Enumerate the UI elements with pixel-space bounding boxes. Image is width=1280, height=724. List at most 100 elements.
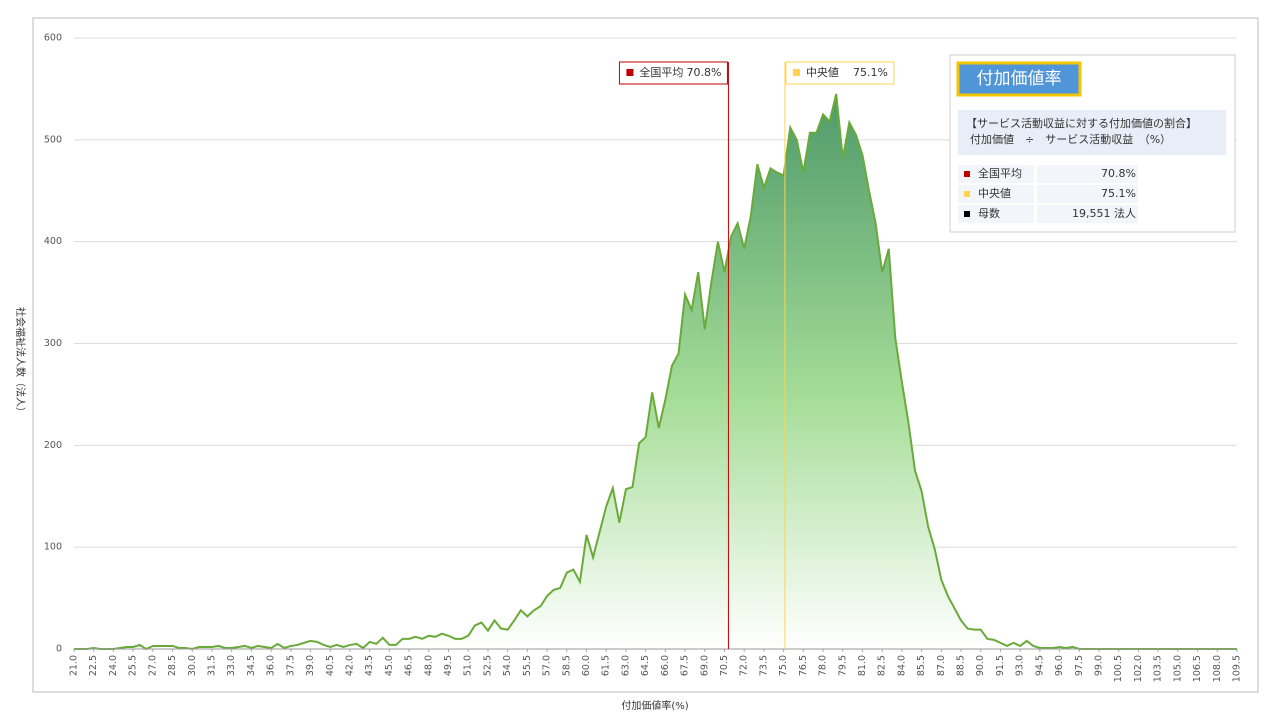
legend-swatch — [792, 69, 800, 76]
legend-swatch — [964, 211, 970, 217]
x-tick-label: 42.0 — [344, 655, 355, 676]
x-tick-label: 46.5 — [404, 655, 415, 676]
reference-value: 70.8% — [686, 66, 721, 79]
info-cell — [958, 185, 1034, 203]
x-tick-label: 33.0 — [226, 655, 237, 676]
reference-label: 全国平均 — [639, 65, 683, 79]
x-tick-label: 31.5 — [206, 655, 217, 676]
x-tick-label: 61.5 — [601, 655, 612, 676]
x-tick-label: 72.0 — [739, 655, 750, 676]
x-tick-label: 84.0 — [896, 655, 907, 676]
y-tick-label: 400 — [44, 236, 62, 247]
x-tick-label: 54.0 — [502, 655, 513, 676]
reference-label-box — [785, 61, 895, 85]
info-title: 付加価値率 — [977, 69, 1062, 89]
x-tick-label: 70.5 — [719, 655, 730, 676]
info-value: 75.1% — [1101, 187, 1136, 200]
x-tick-label: 66.0 — [660, 655, 671, 676]
x-tick-label: 63.0 — [620, 655, 631, 676]
x-tick-label: 88.5 — [956, 655, 967, 676]
reference-value: 75.1% — [853, 66, 888, 79]
formula-line: 付加価値 ÷ サービス活動収益 （%） — [970, 132, 1171, 146]
x-tick-label: 99.0 — [1094, 655, 1105, 676]
x-tick-label: 64.5 — [640, 655, 651, 676]
x-tick-label: 103.5 — [1153, 655, 1164, 682]
formula-line: 【サービス活動収益に対する付加価値の割合】 — [966, 116, 1197, 130]
y-tick-label: 0 — [56, 644, 62, 655]
info-title-badge — [956, 61, 1082, 97]
x-tick-label: 100.5 — [1113, 655, 1124, 682]
x-tick-label: 21.0 — [69, 655, 80, 676]
y-axis-label: 社会福祉法人数（法人） — [14, 307, 27, 417]
y-tick-label: 100 — [44, 542, 62, 553]
reference-label-box — [618, 61, 728, 85]
x-tick-label: 109.5 — [1232, 655, 1243, 682]
x-tick-label: 48.0 — [423, 655, 434, 676]
x-tick-label: 51.0 — [463, 655, 474, 676]
x-tick-label: 58.5 — [561, 655, 572, 676]
x-tick-label: 96.0 — [1054, 655, 1065, 676]
x-tick-label: 36.0 — [266, 655, 277, 676]
x-tick-label: 67.5 — [680, 655, 691, 676]
x-tick-label: 94.5 — [1034, 655, 1045, 676]
x-tick-label: 45.0 — [384, 655, 395, 676]
x-tick-label: 90.0 — [975, 655, 986, 676]
x-tick-label: 76.5 — [798, 655, 809, 676]
legend-swatch — [626, 69, 634, 76]
x-tick-label: 55.5 — [522, 655, 533, 676]
info-cell — [1037, 165, 1138, 183]
x-tick-label: 91.5 — [995, 655, 1006, 676]
info-value: 19,551 法人 — [1072, 206, 1136, 220]
info-cell — [958, 165, 1034, 183]
x-tick-label: 60.0 — [581, 655, 592, 676]
x-tick-label: 85.5 — [916, 655, 927, 676]
x-tick-label: 27.0 — [147, 655, 158, 676]
info-label: 中央値 — [978, 187, 1011, 200]
info-cell — [1037, 205, 1138, 223]
x-tick-label: 97.5 — [1074, 655, 1085, 676]
x-tick-label: 30.0 — [187, 655, 198, 676]
x-tick-label: 49.5 — [443, 655, 454, 676]
info-label: 全国平均 — [978, 166, 1022, 180]
x-tick-label: 24.0 — [108, 655, 119, 676]
x-tick-label: 28.5 — [167, 655, 178, 676]
x-tick-label: 106.5 — [1192, 655, 1203, 682]
x-tick-label: 79.5 — [837, 655, 848, 676]
info-label: 母数 — [978, 207, 1000, 220]
line — [74, 93, 1237, 651]
x-tick-label: 108.0 — [1212, 655, 1223, 682]
x-tick-label: 52.5 — [482, 655, 493, 676]
x-tick-label: 37.5 — [285, 655, 296, 676]
x-tick-label: 102.0 — [1133, 655, 1144, 682]
x-tick-label: 40.5 — [325, 655, 336, 676]
x-tick-label: 69.0 — [699, 655, 710, 676]
x-tick-label: 34.5 — [246, 655, 257, 676]
y-tick-label: 500 — [44, 134, 62, 145]
x-tick-label: 81.0 — [857, 655, 868, 676]
x-tick-label: 93.0 — [1015, 655, 1026, 676]
legend-swatch — [964, 171, 970, 177]
info-value: 70.8% — [1101, 167, 1136, 180]
x-tick-label: 39.0 — [305, 655, 316, 676]
x-tick-label: 82.5 — [877, 655, 888, 676]
x-tick-label: 87.0 — [936, 655, 947, 676]
x-tick-label: 22.5 — [88, 655, 99, 676]
x-tick-label: 57.0 — [542, 655, 553, 676]
y-tick-label: 200 — [44, 440, 62, 451]
area — [74, 94, 1237, 649]
x-tick-label: 25.5 — [128, 655, 139, 676]
legend-swatch — [964, 191, 970, 197]
info-cell — [1037, 185, 1138, 203]
x-axis-label: 付加価値率(%) — [621, 699, 688, 712]
x-tick-label: 43.5 — [364, 655, 375, 676]
x-tick-label: 75.0 — [778, 655, 789, 676]
x-tick-label: 105.0 — [1172, 655, 1183, 682]
x-tick-label: 78.0 — [818, 655, 829, 676]
formula-box — [958, 110, 1226, 155]
reference-label: 中央値 — [806, 66, 839, 79]
info-cell — [958, 205, 1034, 223]
y-tick-label: 600 — [44, 33, 62, 44]
y-tick-label: 300 — [44, 338, 62, 349]
